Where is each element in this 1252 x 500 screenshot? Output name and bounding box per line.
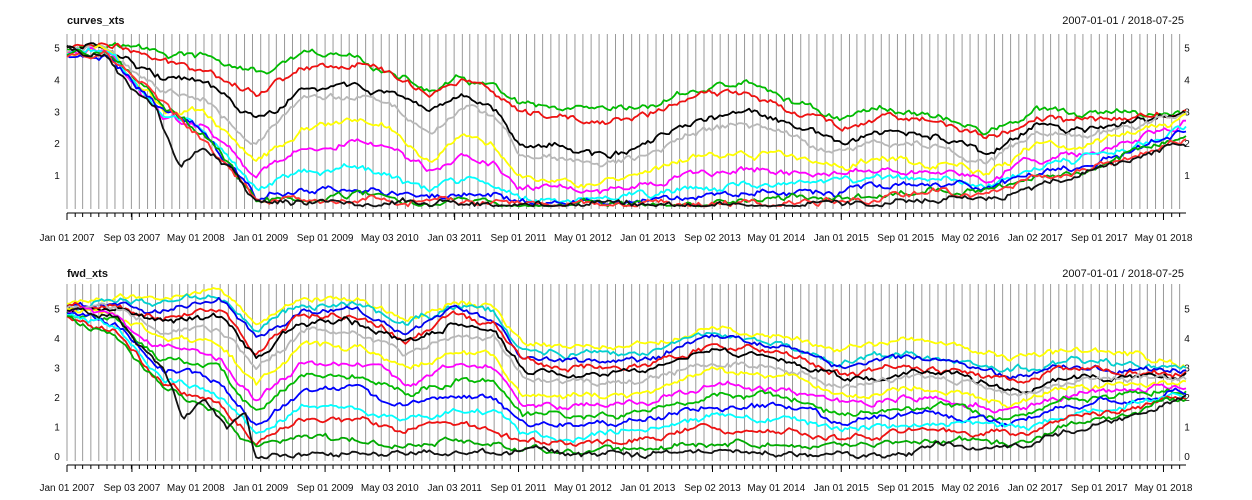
series-group bbox=[66, 287, 1187, 460]
series-line bbox=[66, 44, 1187, 208]
y-tick-label-left: 1 bbox=[54, 423, 60, 434]
series-line bbox=[66, 42, 1187, 140]
x-tick-label: Sep 01 2015 bbox=[877, 233, 934, 244]
y-tick-label-right: 1 bbox=[1184, 171, 1190, 182]
x-tick-label: May 01 2018 bbox=[1135, 483, 1193, 494]
y-tick-label-right: 5 bbox=[1184, 44, 1190, 55]
y-tick-label-left: 2 bbox=[54, 393, 60, 404]
x-tick-label: Jan 03 2011 bbox=[428, 483, 483, 494]
x-tick-label: May 02 2016 bbox=[941, 483, 999, 494]
panel-title: fwd_xts bbox=[67, 268, 108, 280]
series-line bbox=[66, 54, 1187, 207]
curves-xts-panel: curves_xts 2007-01-01 / 2018-07-25 Jan 0… bbox=[39, 15, 1192, 244]
x-tick-label: Sep 02 2013 bbox=[684, 233, 741, 244]
series-line bbox=[66, 47, 1187, 204]
x-tick-label: Sep 02 2013 bbox=[684, 483, 741, 494]
series-line bbox=[66, 312, 1187, 428]
grid-lines bbox=[66, 34, 1181, 209]
y-tick-label-left: 4 bbox=[54, 75, 60, 86]
y-tick-label-left: 5 bbox=[54, 44, 60, 55]
x-tick-label: Jan 01 2013 bbox=[620, 483, 675, 494]
y-tick-label-right: 2 bbox=[1184, 139, 1190, 150]
series-line bbox=[66, 44, 1187, 168]
y-tick-label-right: 0 bbox=[1184, 452, 1190, 463]
x-tick-label: May 01 2012 bbox=[554, 233, 612, 244]
x-tick-label: Sep 01 2009 bbox=[297, 233, 354, 244]
y-tick-label-left: 3 bbox=[54, 364, 60, 375]
x-tick-label: Sep 01 2015 bbox=[877, 483, 934, 494]
panel-date-range: 2007-01-01 / 2018-07-25 bbox=[1062, 15, 1184, 27]
series-line bbox=[66, 315, 1187, 455]
x-tick-label: May 02 2016 bbox=[941, 233, 999, 244]
grid-lines bbox=[66, 284, 1181, 461]
y-tick-label-right: 3 bbox=[1184, 364, 1190, 375]
x-tick-label: May 01 2008 bbox=[167, 233, 225, 244]
x-tick-label: May 01 2012 bbox=[554, 483, 612, 494]
series-line bbox=[66, 307, 1187, 460]
y-tick-label-left: 5 bbox=[54, 305, 60, 316]
series-line bbox=[66, 297, 1187, 380]
x-tick-label: May 01 2014 bbox=[747, 233, 805, 244]
fwd-xts-panel: fwd_xts 2007-01-01 / 2018-07-25 Jan 01 2… bbox=[39, 268, 1192, 494]
y-tick-label-left: 4 bbox=[54, 334, 60, 345]
x-tick-label: Jan 01 2013 bbox=[620, 233, 675, 244]
x-tick-label: Jan 02 2017 bbox=[1008, 233, 1063, 244]
x-tick-label: May 01 2018 bbox=[1135, 233, 1193, 244]
series-line bbox=[66, 311, 1187, 421]
y-tick-label-right: 4 bbox=[1184, 334, 1190, 345]
series-line bbox=[66, 287, 1187, 369]
x-tick-label: Sep 03 2007 bbox=[104, 233, 161, 244]
panel-title: curves_xts bbox=[67, 15, 125, 27]
x-tick-label: Sep 01 2017 bbox=[1071, 233, 1128, 244]
y-tick-label-left: 2 bbox=[54, 139, 60, 150]
x-tick-label: Jan 01 2009 bbox=[233, 483, 288, 494]
x-tick-label: Jan 01 2007 bbox=[39, 483, 94, 494]
x-tick-label: Sep 01 2011 bbox=[491, 233, 547, 244]
series-group bbox=[66, 42, 1187, 208]
x-tick-label: Jan 01 2015 bbox=[814, 483, 869, 494]
series-line bbox=[66, 313, 1187, 444]
x-tick-label: Jan 01 2009 bbox=[233, 233, 288, 244]
series-line bbox=[66, 306, 1187, 414]
y-tick-label-left: 3 bbox=[54, 107, 60, 118]
y-tick-label-right: 5 bbox=[1184, 305, 1190, 316]
x-tick-label: Sep 01 2009 bbox=[297, 483, 354, 494]
panel-date-range: 2007-01-01 / 2018-07-25 bbox=[1062, 268, 1184, 280]
y-tick-label-right: 1 bbox=[1184, 423, 1190, 434]
x-tick-label: Jan 01 2015 bbox=[814, 233, 869, 244]
x-tick-label: Jan 02 2017 bbox=[1008, 483, 1063, 494]
x-tick-label: May 01 2014 bbox=[747, 483, 805, 494]
series-line bbox=[66, 42, 1187, 136]
y-tick-label-right: 3 bbox=[1184, 107, 1190, 118]
y-tick-label-right: 4 bbox=[1184, 75, 1190, 86]
y-tick-label-left: 1 bbox=[54, 171, 60, 182]
x-tick-label: Sep 01 2017 bbox=[1071, 483, 1128, 494]
x-tick-label: Jan 01 2007 bbox=[39, 233, 94, 244]
x-tick-label: Sep 01 2011 bbox=[491, 483, 547, 494]
x-tick-label: Jan 03 2011 bbox=[428, 233, 483, 244]
y-tick-label-right: 2 bbox=[1184, 393, 1190, 404]
x-tick-label: May 01 2008 bbox=[167, 483, 225, 494]
x-tick-label: May 03 2010 bbox=[361, 483, 419, 494]
x-tick-label: Sep 03 2007 bbox=[104, 483, 161, 494]
series-line bbox=[66, 50, 1187, 208]
series-line bbox=[66, 307, 1187, 409]
y-tick-label-left: 0 bbox=[54, 452, 60, 463]
series-line bbox=[66, 44, 1187, 189]
x-tick-label: May 03 2010 bbox=[361, 233, 419, 244]
series-line bbox=[66, 302, 1187, 397]
series-line bbox=[66, 293, 1187, 373]
series-line bbox=[66, 46, 1187, 195]
series-line bbox=[66, 42, 1187, 159]
series-line bbox=[66, 305, 1187, 394]
